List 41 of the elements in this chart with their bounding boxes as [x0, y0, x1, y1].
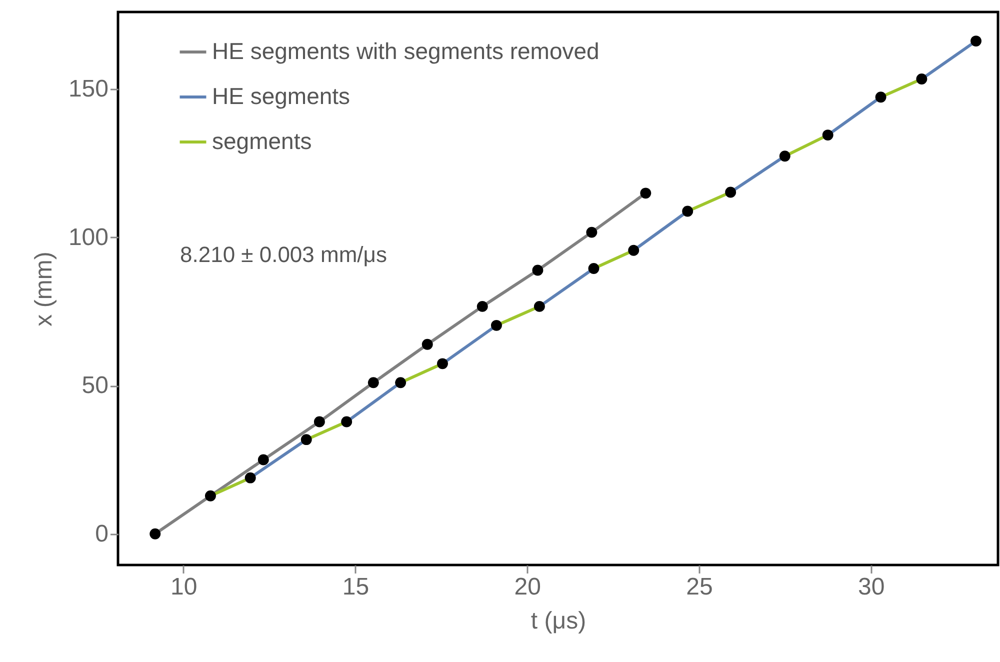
point — [916, 74, 928, 84]
y-tick-label: 150 — [68, 76, 108, 103]
point — [534, 300, 545, 312]
annotation: 8.210 ± 0.003 mm/μs — [180, 242, 387, 267]
x-tick-label: 15 — [342, 574, 370, 600]
point — [725, 186, 736, 198]
point — [970, 36, 982, 47]
point — [822, 130, 834, 141]
point — [476, 300, 488, 312]
point — [588, 263, 600, 274]
point — [437, 358, 448, 370]
point — [244, 472, 256, 484]
point — [314, 416, 325, 428]
legend-label: HE segments — [212, 83, 350, 109]
point — [341, 416, 352, 428]
x-tick-label: 25 — [686, 574, 713, 600]
legend-label: segments — [212, 128, 312, 154]
point — [204, 490, 216, 502]
point — [875, 92, 886, 103]
x-axis-title: t (μs) — [530, 608, 586, 634]
point — [628, 244, 640, 256]
point — [779, 150, 790, 162]
x-tick-label: 30 — [858, 574, 885, 600]
y-tick-label: 0 — [95, 520, 108, 548]
x-tick-label: 20 — [514, 574, 541, 600]
x-tick-label: 10 — [170, 574, 198, 600]
point — [490, 320, 502, 331]
point — [150, 528, 161, 540]
y-tick-label: 50 — [82, 372, 108, 400]
point — [682, 206, 694, 217]
legend-label: HE segments with segments removed — [212, 38, 600, 64]
point — [640, 188, 652, 199]
y-axis-title: x (mm) — [30, 252, 58, 326]
point — [586, 226, 598, 238]
y-tick-label: 100 — [68, 224, 108, 251]
point — [422, 338, 433, 350]
point — [300, 434, 312, 446]
point — [532, 264, 544, 276]
point — [395, 377, 406, 388]
point — [258, 454, 269, 466]
point — [368, 377, 379, 388]
